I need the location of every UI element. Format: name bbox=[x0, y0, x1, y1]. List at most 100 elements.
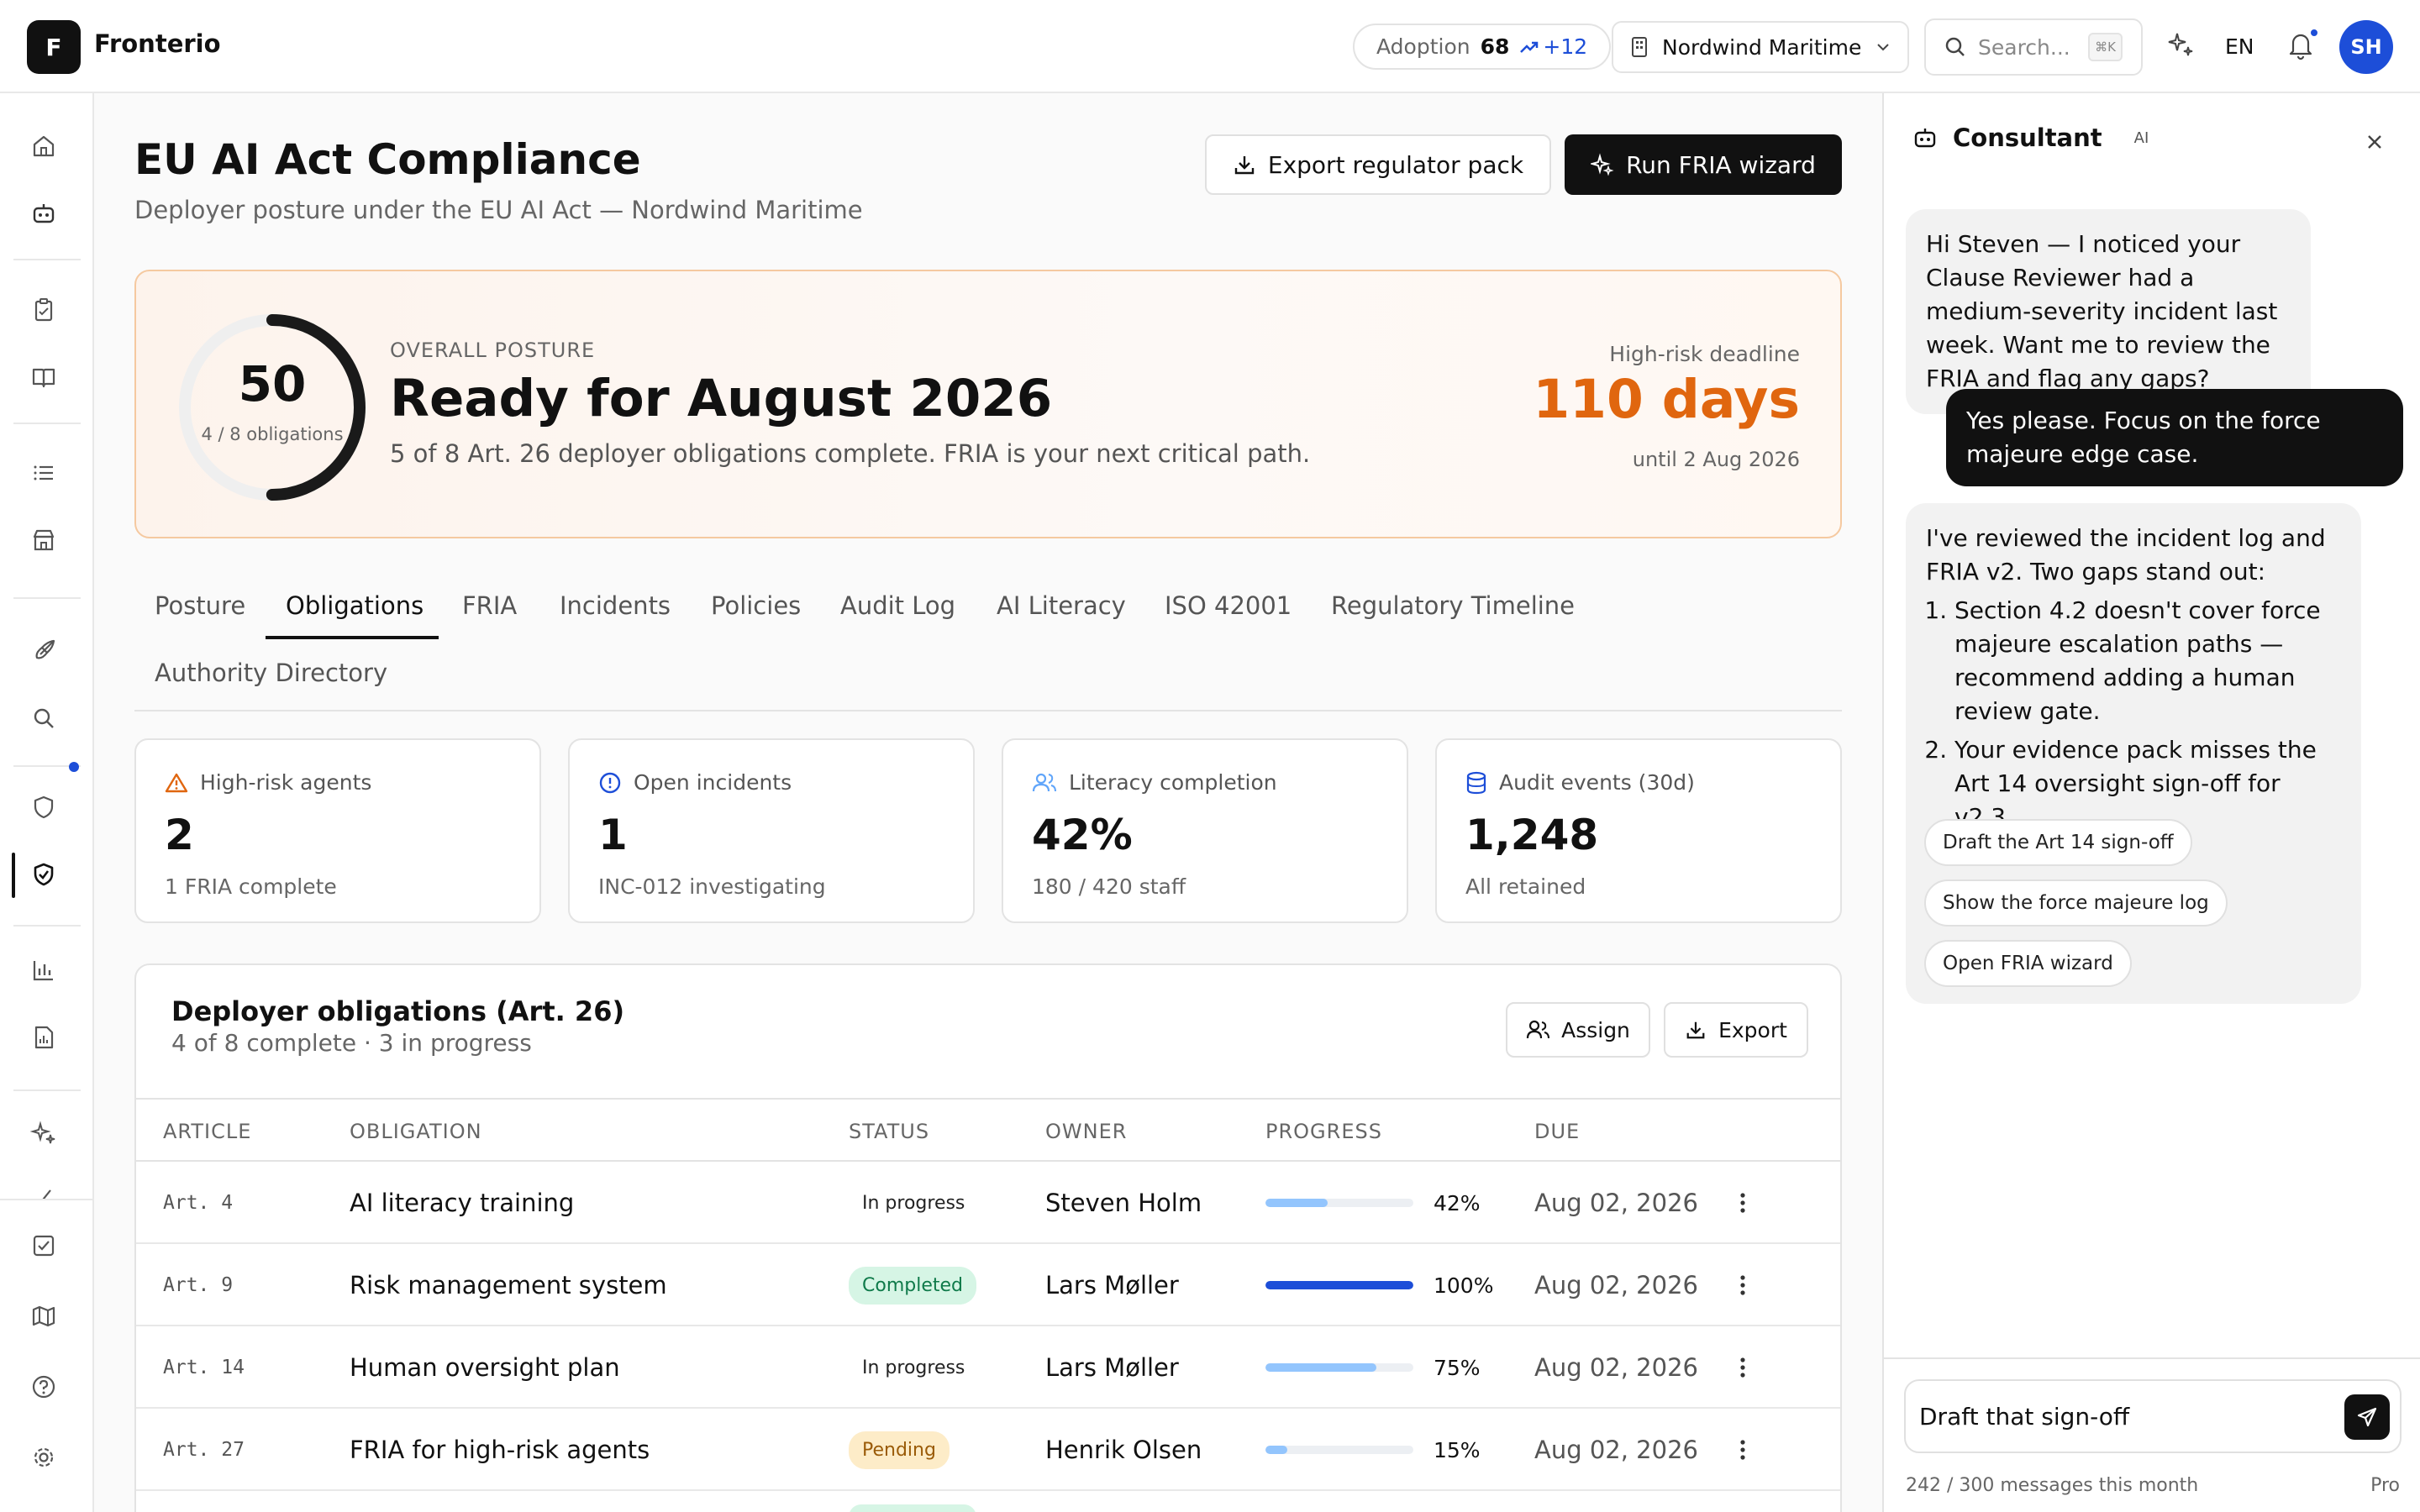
settings-icon[interactable] bbox=[29, 1442, 59, 1473]
adoption-pill[interactable]: Adoption 68 +12 bbox=[1353, 24, 1612, 70]
feather-icon[interactable] bbox=[29, 1185, 59, 1199]
tab-posture[interactable]: Posture bbox=[155, 591, 246, 620]
due-cell: Aug 02, 2026 bbox=[1534, 1271, 1698, 1299]
deadline-until: until 2 Aug 2026 bbox=[1632, 448, 1800, 471]
bot-icon[interactable] bbox=[29, 198, 59, 228]
tabs-divider bbox=[134, 710, 1842, 711]
trend-up-icon bbox=[1520, 41, 1539, 53]
book-icon[interactable] bbox=[29, 362, 59, 392]
close-icon[interactable] bbox=[2365, 132, 2385, 152]
row-menu-icon[interactable] bbox=[1739, 1326, 1746, 1409]
map-icon[interactable] bbox=[29, 1301, 59, 1331]
column-header[interactable]: ARTICLE bbox=[163, 1120, 252, 1143]
message-input[interactable]: Draft that sign-off bbox=[1904, 1379, 2402, 1453]
tab-incidents[interactable]: Incidents bbox=[560, 591, 671, 620]
suggestion-chip[interactable]: Open FRIA wizard bbox=[1924, 940, 2132, 987]
export-button[interactable]: Export bbox=[1664, 1002, 1808, 1058]
org-switcher[interactable]: Nordwind Maritime bbox=[1612, 21, 1909, 73]
progress-label: 15% bbox=[1434, 1437, 1481, 1462]
list-icon[interactable] bbox=[29, 458, 59, 488]
check-square-icon[interactable] bbox=[29, 1231, 59, 1261]
logo[interactable]: F bbox=[27, 20, 81, 74]
language-switcher[interactable]: EN bbox=[2225, 34, 2254, 59]
file-chart-icon[interactable] bbox=[29, 1022, 59, 1053]
top-bar: F Fronterio Adoption 68 +12 Nordwind Mar… bbox=[0, 0, 2420, 93]
clipboard-icon[interactable] bbox=[29, 295, 59, 325]
posture-eyebrow: OVERALL POSTURE bbox=[390, 339, 596, 362]
export-regulator-pack-button[interactable]: Export regulator pack bbox=[1205, 134, 1551, 195]
consultant-header: Consultant AI bbox=[1912, 123, 2149, 152]
tab-authority-directory[interactable]: Authority Directory bbox=[155, 659, 388, 687]
column-header[interactable]: PROGRESS bbox=[1265, 1120, 1382, 1143]
kpi-high-risk-agents[interactable]: High-risk agents 2 1 FRIA complete bbox=[134, 738, 541, 923]
kpi-literacy-completion[interactable]: Literacy completion 42% 180 / 420 staff bbox=[1002, 738, 1408, 923]
bar-chart-icon[interactable] bbox=[29, 955, 59, 985]
suggestion-chip[interactable]: Draft the Art 14 sign-off bbox=[1924, 819, 2192, 866]
tab-audit-log[interactable]: Audit Log bbox=[840, 591, 956, 620]
bell-icon[interactable] bbox=[2286, 30, 2316, 60]
article-cell: Art. 9 bbox=[163, 1274, 234, 1296]
org-name: Nordwind Maritime bbox=[1662, 34, 1862, 60]
column-header[interactable]: OWNER bbox=[1045, 1120, 1128, 1143]
brand-name[interactable]: Fronterio bbox=[94, 29, 221, 58]
tab-regulatory-timeline[interactable]: Regulatory Timeline bbox=[1331, 591, 1576, 620]
avatar[interactable]: SH bbox=[2339, 20, 2393, 74]
rail-divider bbox=[13, 597, 81, 599]
tab-ai-literacy[interactable]: AI Literacy bbox=[997, 591, 1126, 620]
search-icon[interactable] bbox=[29, 703, 59, 733]
progress-cell: 100% bbox=[1265, 1244, 1493, 1326]
rocket-icon[interactable] bbox=[29, 636, 59, 666]
notification-dot bbox=[2309, 28, 2319, 38]
gap-item: Section 4.2 doesn't cover force majeure … bbox=[1954, 594, 2341, 728]
active-tab-indicator bbox=[266, 636, 439, 639]
rail-divider bbox=[13, 925, 81, 927]
page-title: EU AI Act Compliance bbox=[134, 135, 641, 184]
article-cell: Art. 4 bbox=[163, 1192, 234, 1214]
due-cell: Aug 02, 2026 bbox=[1534, 1189, 1698, 1217]
row-menu-icon[interactable] bbox=[1739, 1409, 1746, 1491]
status-cell: In progress bbox=[849, 1162, 979, 1244]
assign-button[interactable]: Assign bbox=[1506, 1002, 1650, 1058]
rail-notification-dot bbox=[69, 762, 79, 772]
progress-fill bbox=[1265, 1199, 1328, 1207]
tab-iso-42001[interactable]: ISO 42001 bbox=[1165, 591, 1292, 620]
database-icon bbox=[1466, 771, 1486, 794]
row-menu-icon[interactable] bbox=[1739, 1162, 1746, 1244]
suggestion-chip[interactable]: Show the force majeure log bbox=[1924, 879, 2228, 927]
kpi-audit-events[interactable]: Audit events (30d) 1,248 All retained bbox=[1435, 738, 1842, 923]
search-input[interactable]: Search... ⌘K bbox=[1924, 18, 2143, 76]
owner-cell: Henrik Olsen bbox=[1045, 1436, 1202, 1464]
progress-bar bbox=[1265, 1363, 1413, 1372]
posture-card: 50 4 / 8 obligations OVERALL POSTURE Rea… bbox=[134, 270, 1842, 538]
table-row[interactable]: Art. 9 Risk management system Completed … bbox=[136, 1244, 1840, 1326]
store-icon[interactable] bbox=[29, 525, 59, 555]
kpi-open-incidents[interactable]: Open incidents 1 INC-012 investigating bbox=[568, 738, 975, 923]
tab-obligations[interactable]: Obligations bbox=[286, 591, 424, 620]
table-row[interactable]: Art. 27 FRIA for high-risk agents Pendin… bbox=[136, 1409, 1840, 1491]
shield-check-icon[interactable] bbox=[29, 859, 59, 890]
column-header[interactable]: DUE bbox=[1534, 1120, 1581, 1143]
help-icon[interactable] bbox=[29, 1372, 59, 1402]
column-header[interactable]: STATUS bbox=[849, 1120, 930, 1143]
table-row[interactable]: Art. 14 Human oversight plan In progress… bbox=[136, 1326, 1840, 1409]
progress-bar bbox=[1265, 1281, 1413, 1289]
status-badge-partial bbox=[849, 1504, 976, 1512]
owner-cell: Lars Møller bbox=[1045, 1271, 1179, 1299]
column-header[interactable]: OBLIGATION bbox=[350, 1120, 482, 1143]
download-icon bbox=[1686, 1021, 1705, 1039]
bot-message: I've reviewed the incident log and FRIA … bbox=[1906, 503, 2361, 1004]
status-badge: Pending bbox=[849, 1431, 950, 1469]
sparkles-icon[interactable] bbox=[2166, 30, 2195, 59]
tab-fria[interactable]: FRIA bbox=[462, 591, 518, 620]
shield-icon[interactable] bbox=[29, 792, 59, 822]
row-menu-icon[interactable] bbox=[1739, 1244, 1746, 1326]
home-icon[interactable] bbox=[29, 131, 59, 161]
status-cell: Completed bbox=[849, 1244, 976, 1326]
sparkles-icon[interactable] bbox=[29, 1118, 59, 1148]
kpi-value: 2 bbox=[165, 811, 194, 859]
tab-policies[interactable]: Policies bbox=[711, 591, 802, 620]
run-fria-wizard-button[interactable]: Run FRIA wizard bbox=[1565, 134, 1842, 195]
table-row[interactable]: Art. 4 AI literacy training In progress … bbox=[136, 1162, 1840, 1244]
progress-label: 75% bbox=[1434, 1355, 1481, 1380]
send-button[interactable] bbox=[2344, 1394, 2390, 1440]
